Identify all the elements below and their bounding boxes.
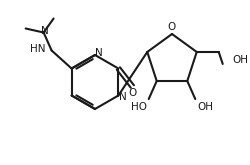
Text: N: N — [95, 48, 103, 58]
Text: HO: HO — [131, 102, 147, 112]
Text: O: O — [168, 22, 176, 32]
Text: HN: HN — [30, 45, 46, 54]
Text: N: N — [118, 92, 126, 101]
Text: OH: OH — [197, 102, 213, 112]
Text: N: N — [41, 27, 48, 36]
Text: O: O — [128, 88, 136, 99]
Text: OH: OH — [233, 55, 249, 65]
